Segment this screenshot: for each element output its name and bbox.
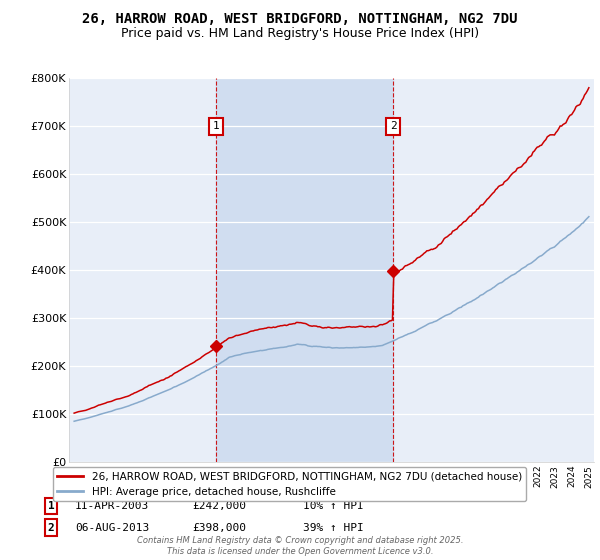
Text: 1: 1 [212,122,220,132]
Text: 26, HARROW ROAD, WEST BRIDGFORD, NOTTINGHAM, NG2 7DU: 26, HARROW ROAD, WEST BRIDGFORD, NOTTING… [82,12,518,26]
Text: £242,000: £242,000 [192,501,246,511]
Text: 2: 2 [390,122,397,132]
Text: Contains HM Land Registry data © Crown copyright and database right 2025.
This d: Contains HM Land Registry data © Crown c… [137,536,463,556]
Text: 2: 2 [47,522,55,533]
Text: 06-AUG-2013: 06-AUG-2013 [75,522,149,533]
Text: 10% ↑ HPI: 10% ↑ HPI [303,501,364,511]
Text: 1: 1 [47,501,55,511]
Text: 11-APR-2003: 11-APR-2003 [75,501,149,511]
Text: 39% ↑ HPI: 39% ↑ HPI [303,522,364,533]
Bar [216,78,393,462]
Legend: 26, HARROW ROAD, WEST BRIDGFORD, NOTTINGHAM, NG2 7DU (detached house), HPI: Aver: 26, HARROW ROAD, WEST BRIDGFORD, NOTTING… [53,467,526,501]
Text: £398,000: £398,000 [192,522,246,533]
Text: Price paid vs. HM Land Registry's House Price Index (HPI): Price paid vs. HM Land Registry's House … [121,27,479,40]
